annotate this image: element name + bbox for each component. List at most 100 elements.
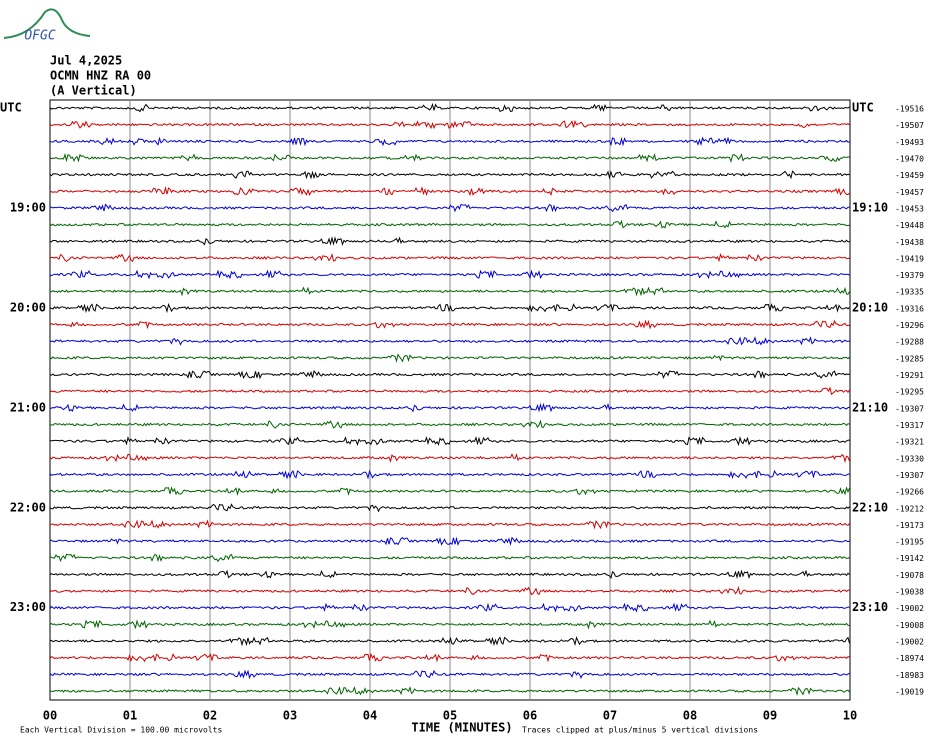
trace bbox=[49, 569, 850, 579]
x-tick-label: 09 bbox=[763, 709, 777, 723]
x-tick-label: 02 bbox=[203, 709, 217, 723]
trace-offset: -19296 bbox=[895, 321, 924, 330]
trace-offset: -19038 bbox=[895, 588, 924, 597]
trace-offset: -19438 bbox=[895, 238, 924, 247]
left-time-label: 23:00 bbox=[10, 600, 46, 614]
trace bbox=[49, 336, 850, 346]
clip-note: Traces clipped at plus/minus 5 vertical … bbox=[522, 726, 758, 735]
trace bbox=[49, 686, 850, 696]
trace-offset: -19002 bbox=[895, 638, 924, 647]
trace bbox=[49, 203, 850, 213]
axis-title: TIME (MINUTES) bbox=[411, 721, 512, 735]
right-time-label: UTC bbox=[852, 101, 874, 115]
trace bbox=[49, 353, 850, 363]
trace-offset: -19379 bbox=[895, 271, 924, 280]
x-tick-label: 00 bbox=[43, 709, 57, 723]
x-tick-label: 01 bbox=[123, 709, 137, 723]
station: OCMN HNZ RA 00 bbox=[50, 69, 151, 83]
trace bbox=[49, 269, 850, 280]
trace bbox=[49, 236, 850, 246]
trace-offset: -19335 bbox=[895, 288, 924, 297]
trace bbox=[49, 302, 850, 314]
trace bbox=[49, 136, 850, 147]
left-time-label: 22:00 bbox=[10, 500, 46, 514]
left-time-label: 19:00 bbox=[10, 200, 46, 214]
trace bbox=[49, 602, 850, 613]
trace bbox=[49, 119, 850, 130]
trace-offset: -19291 bbox=[895, 371, 924, 380]
trace bbox=[49, 286, 850, 297]
trace-offset: -18983 bbox=[895, 671, 924, 680]
trace-offset: -19453 bbox=[895, 204, 924, 213]
trace-offset: -19212 bbox=[895, 504, 924, 513]
trace bbox=[49, 170, 850, 180]
logo-text: OFGC bbox=[24, 29, 55, 44]
trace bbox=[49, 486, 850, 497]
trace-offset: -19288 bbox=[895, 338, 924, 347]
x-tick-label: 06 bbox=[523, 709, 537, 723]
trace bbox=[49, 586, 850, 596]
trace bbox=[49, 553, 850, 563]
trace bbox=[49, 402, 850, 413]
right-time-label: 19:10 bbox=[852, 200, 888, 214]
trace bbox=[50, 536, 850, 547]
component: (A Vertical) bbox=[50, 84, 137, 98]
scale-note: Each Vertical Division = 100.00 microvol… bbox=[20, 726, 222, 735]
trace-offset: -19002 bbox=[895, 604, 924, 613]
date: Jul 4,2025 bbox=[50, 54, 122, 68]
trace-offset: -19470 bbox=[895, 154, 924, 163]
trace bbox=[49, 669, 850, 680]
trace bbox=[49, 419, 850, 429]
trace bbox=[49, 319, 850, 330]
trace-offset: -19307 bbox=[895, 404, 924, 413]
trace-offset: -19285 bbox=[895, 354, 924, 363]
trace-offset: -19142 bbox=[895, 554, 924, 563]
trace bbox=[49, 252, 850, 263]
x-tick-label: 08 bbox=[683, 709, 697, 723]
trace bbox=[49, 102, 850, 113]
trace bbox=[49, 453, 850, 464]
trace-offset: -19295 bbox=[895, 388, 924, 397]
trace-offset: -19457 bbox=[895, 188, 924, 197]
trace bbox=[49, 219, 850, 229]
trace-offset: -19078 bbox=[895, 571, 924, 580]
trace-offset: -18974 bbox=[895, 654, 924, 663]
trace bbox=[49, 519, 850, 530]
trace bbox=[49, 636, 850, 647]
trace-offset: -19008 bbox=[895, 621, 924, 630]
trace-offset: -19019 bbox=[895, 688, 924, 697]
x-tick-label: 04 bbox=[363, 709, 377, 723]
trace-offset: -19419 bbox=[895, 254, 924, 263]
trace-offset: -19493 bbox=[895, 138, 924, 147]
x-tick-label: 05 bbox=[443, 709, 457, 723]
right-time-label: 21:10 bbox=[852, 400, 888, 414]
left-time-label: 21:00 bbox=[10, 400, 46, 414]
left-time-label: 20:00 bbox=[10, 300, 46, 314]
left-time-label: UTC bbox=[0, 101, 22, 115]
trace bbox=[49, 186, 850, 197]
trace bbox=[49, 386, 850, 396]
right-time-label: 23:10 bbox=[852, 600, 888, 614]
trace-offset: -19507 bbox=[895, 121, 924, 130]
x-tick-label: 03 bbox=[283, 709, 297, 723]
trace-offset: -19330 bbox=[895, 454, 924, 463]
trace bbox=[49, 503, 850, 513]
x-tick-label: 10 bbox=[843, 709, 857, 723]
trace bbox=[49, 652, 850, 663]
right-time-label: 20:10 bbox=[852, 300, 888, 314]
trace bbox=[49, 619, 850, 630]
x-tick-label: 07 bbox=[603, 709, 617, 723]
trace-offset: -19516 bbox=[895, 105, 924, 114]
trace bbox=[49, 153, 850, 164]
trace-offset: -19316 bbox=[895, 304, 924, 313]
trace bbox=[49, 469, 850, 480]
trace-offset: -19307 bbox=[895, 471, 924, 480]
trace-offset: -19195 bbox=[895, 538, 924, 547]
right-time-label: 22:10 bbox=[852, 500, 888, 514]
trace-offset: -19321 bbox=[895, 438, 924, 447]
trace-offset: -19448 bbox=[895, 221, 924, 230]
trace-offset: -19173 bbox=[895, 521, 924, 530]
trace-offset: -19459 bbox=[895, 171, 924, 180]
logo-mark bbox=[3, 8, 91, 39]
